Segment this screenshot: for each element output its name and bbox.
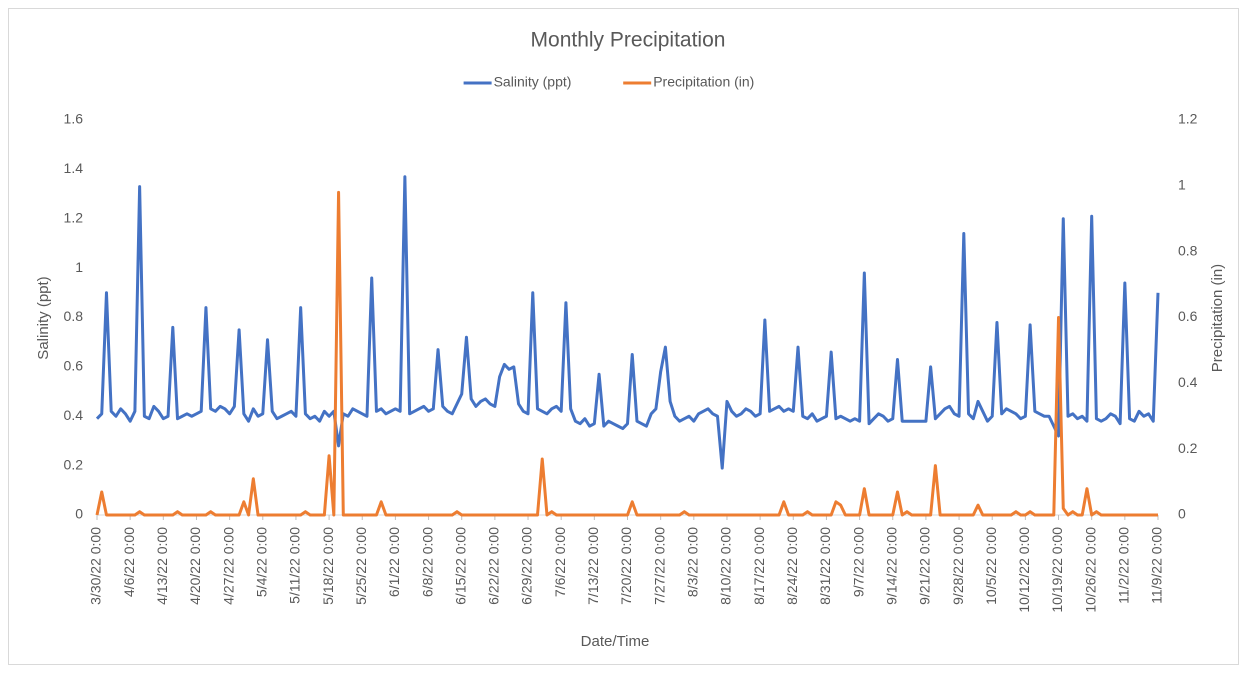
y2-tick-label: 0 xyxy=(1178,506,1186,522)
x-tick-label: 4/13/22 0:00 xyxy=(154,527,170,605)
y-tick-label: 1.2 xyxy=(64,209,84,225)
x-tick-label: 8/3/22 0:00 xyxy=(685,527,701,597)
y2-tick-label: 0.6 xyxy=(1178,308,1198,324)
y-tick-label: 0.8 xyxy=(64,308,84,324)
x-tick-label: 8/24/22 0:00 xyxy=(784,527,800,605)
x-tick-label: 4/20/22 0:00 xyxy=(187,527,203,605)
y2-tick-label: 0.4 xyxy=(1178,374,1198,390)
x-tick-label: 9/28/22 0:00 xyxy=(950,527,966,605)
x-tick-label: 9/14/22 0:00 xyxy=(883,527,899,605)
chart-title: Monthly Precipitation xyxy=(531,29,726,52)
x-tick-label: 5/11/22 0:00 xyxy=(287,527,303,604)
x-axis-label: Date/Time xyxy=(581,633,650,650)
x-tick-label: 8/17/22 0:00 xyxy=(751,527,767,605)
y2-tick-label: 1.2 xyxy=(1178,111,1198,127)
x-tick-label: 7/13/22 0:00 xyxy=(585,527,601,605)
y-tick-label: 1.4 xyxy=(64,160,84,176)
y-tick-label: 0.6 xyxy=(64,358,84,374)
y2-tick-label: 1 xyxy=(1178,177,1186,193)
y-tick-label: 0 xyxy=(75,506,83,522)
x-tick-label: 5/25/22 0:00 xyxy=(353,527,369,605)
x-tick-label: 8/31/22 0:00 xyxy=(817,527,833,605)
x-tick-label: 11/9/22 0:00 xyxy=(1149,527,1165,604)
x-tick-label: 6/1/22 0:00 xyxy=(386,527,402,597)
series-line xyxy=(95,175,1160,470)
x-tick-label: 10/19/22 0:00 xyxy=(1049,527,1065,613)
legend-label: Precipitation (in) xyxy=(653,74,754,90)
x-tick-label: 10/26/22 0:00 xyxy=(1082,527,1098,613)
series-line xyxy=(95,190,1158,517)
x-tick-label: 7/20/22 0:00 xyxy=(618,527,634,605)
x-tick-label: 4/27/22 0:00 xyxy=(220,527,236,605)
x-tick-label: 6/22/22 0:00 xyxy=(486,527,502,605)
x-tick-label: 6/15/22 0:00 xyxy=(452,527,468,605)
x-tick-label: 10/5/22 0:00 xyxy=(983,527,999,605)
y-tick-label: 0.4 xyxy=(64,407,84,423)
x-tick-label: 7/27/22 0:00 xyxy=(651,527,667,605)
x-tick-label: 4/6/22 0:00 xyxy=(121,527,137,597)
legend-label: Salinity (ppt) xyxy=(494,74,572,90)
x-tick-label: 5/18/22 0:00 xyxy=(320,527,336,605)
x-tick-label: 6/29/22 0:00 xyxy=(519,527,535,605)
y-tick-label: 1.6 xyxy=(64,111,84,127)
x-tick-label: 8/10/22 0:00 xyxy=(718,527,734,605)
x-tick-label: 5/4/22 0:00 xyxy=(253,527,269,597)
y2-tick-label: 0.2 xyxy=(1178,440,1198,456)
x-tick-label: 11/2/22 0:00 xyxy=(1116,527,1132,604)
x-tick-label: 6/8/22 0:00 xyxy=(419,527,435,597)
y2-tick-label: 0.8 xyxy=(1178,242,1198,258)
y-axis-label: Salinity (ppt) xyxy=(35,276,52,359)
y-tick-label: 1 xyxy=(75,259,83,275)
y2-axis-label: Precipitation (in) xyxy=(1209,264,1226,372)
x-tick-label: 10/12/22 0:00 xyxy=(1016,527,1032,613)
x-tick-label: 9/7/22 0:00 xyxy=(850,527,866,597)
x-tick-label: 9/21/22 0:00 xyxy=(917,527,933,605)
x-tick-label: 7/6/22 0:00 xyxy=(552,527,568,597)
x-tick-label: 3/30/22 0:00 xyxy=(88,527,104,605)
chart-frame xyxy=(8,8,1239,665)
y-tick-label: 0.2 xyxy=(64,456,84,472)
